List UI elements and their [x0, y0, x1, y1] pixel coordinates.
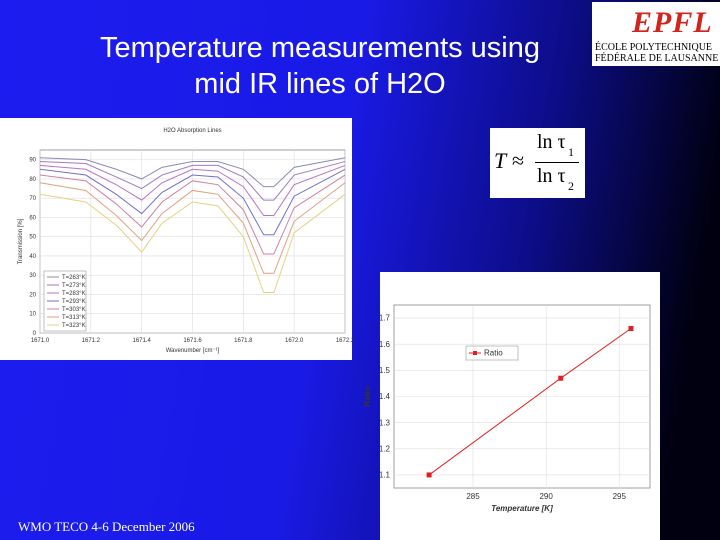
legend-label: T=273°K	[62, 283, 86, 289]
y-tick-label: 50	[29, 235, 36, 241]
data-point	[628, 326, 634, 332]
legend-marker	[473, 351, 477, 355]
y-tick-label: 80	[29, 177, 36, 183]
series-line	[39, 193, 346, 294]
title-line: Temperature measurements using	[99, 32, 541, 64]
x-tick-label: 285	[466, 492, 480, 501]
y-tick-label: 60	[29, 215, 36, 221]
chart-background	[380, 272, 660, 540]
y-axis-label: Transmission [%]	[18, 218, 24, 264]
y-tick-label: 1.7	[379, 314, 391, 323]
formula-sub: 2	[568, 179, 574, 193]
data-point	[426, 472, 432, 478]
logo-text: ÉCOLE POLYTECHNIQUE	[595, 42, 713, 53]
footer: WMO TECO 4-6 December 2006	[18, 519, 195, 534]
y-tick-label: 40	[29, 254, 36, 260]
formula-den: ln τ	[537, 165, 566, 187]
y-tick-label: 1.1	[379, 471, 391, 480]
series-line	[39, 182, 346, 274]
formula-sub: 1	[568, 145, 574, 159]
series-line	[39, 174, 346, 255]
formula-op: ≈	[512, 148, 525, 173]
series-line	[39, 164, 346, 216]
legend-label: T=293°K	[62, 299, 86, 305]
legend-label: T=283°K	[62, 291, 86, 297]
y-tick-label: 30	[29, 273, 36, 279]
legend-label: T=323°K	[62, 323, 86, 329]
series-line	[39, 168, 346, 236]
data-point	[558, 375, 564, 381]
legend-label: T=263°K	[62, 275, 86, 281]
formula-lhs: T	[494, 148, 507, 173]
logo: EPFL ÉCOLE POLYTECHNIQUE FÉDÉRALE DE LAU…	[592, 2, 720, 66]
series-line	[39, 157, 346, 188]
y-tick-label: 1.3	[379, 418, 391, 427]
formula: T ≈ ln τ 1 ln τ 2	[490, 128, 585, 198]
fraction-bar	[535, 162, 579, 163]
legend-box	[465, 345, 519, 361]
x-tick-label: 1671.2	[82, 338, 101, 344]
slide-title: Temperature measurements using mid IR li…	[60, 30, 580, 102]
x-tick-label: 1671.8	[234, 338, 253, 344]
legend-label: T=303°K	[62, 307, 86, 313]
x-tick-label: 1671.4	[132, 338, 151, 344]
x-tick-label: 1671.0	[31, 338, 50, 344]
x-tick-label: 290	[539, 492, 553, 501]
y-axis-label: Ratio	[363, 386, 372, 406]
x-tick-label: 1672.2	[336, 338, 355, 344]
y-tick-label: 10	[29, 312, 36, 318]
y-tick-label: 90	[29, 158, 36, 164]
y-tick-label: 0	[33, 331, 37, 337]
y-tick-label: 1.6	[379, 340, 391, 349]
y-tick-label: 1.5	[379, 366, 391, 375]
logo-mark: EPFL	[632, 6, 713, 39]
legend-label: Ratio	[484, 349, 503, 358]
legend-label: T=313°K	[62, 315, 86, 321]
title-line: mid IR lines of H2O	[194, 68, 446, 100]
x-axis-label: Wavenumber [cm⁻¹]	[166, 348, 220, 354]
y-tick-label: 70	[29, 196, 36, 202]
formula-num: ln τ	[537, 131, 566, 153]
x-tick-label: 295	[613, 492, 627, 501]
x-tick-label: 1671.6	[183, 338, 202, 344]
logo-text: FÉDÉRALE DE LAUSANNE	[595, 53, 719, 64]
y-tick-label: 20	[29, 292, 36, 298]
chart-title: H2O Absorption Lines	[163, 128, 221, 134]
series-line	[39, 161, 346, 201]
x-tick-label: 1672.0	[285, 338, 304, 344]
y-tick-label: 1.2	[379, 444, 391, 453]
y-tick-label: 1.4	[379, 392, 391, 401]
x-axis-label: Temperature [K]	[491, 504, 553, 513]
